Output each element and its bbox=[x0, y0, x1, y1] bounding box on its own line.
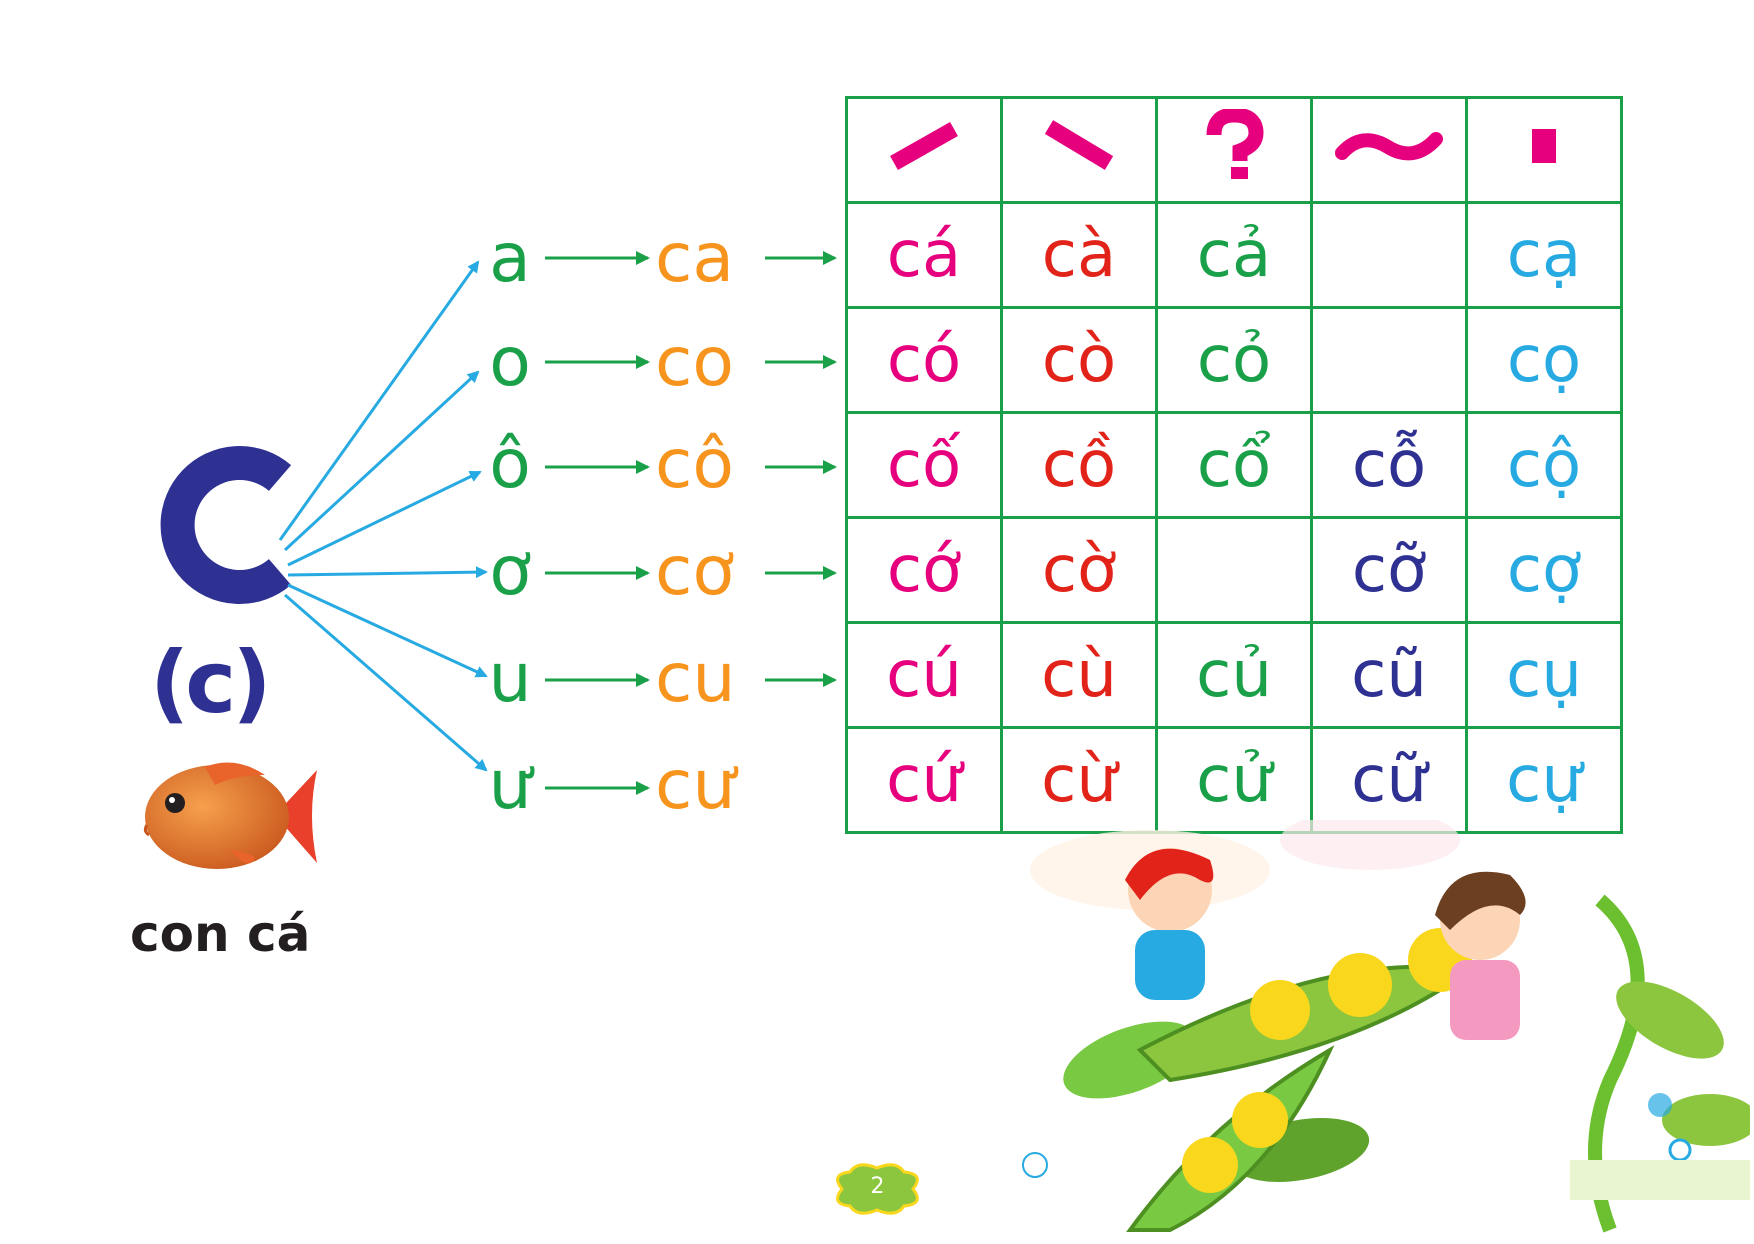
fish-icon bbox=[135, 755, 320, 875]
page-number: 2 bbox=[870, 1174, 885, 1199]
blue-arrow-u bbox=[287, 583, 488, 678]
cell-cơ-huyen: cờ bbox=[1000, 516, 1158, 624]
cell-co-huyen: cò bbox=[1000, 306, 1158, 414]
cell-co-sac: có bbox=[845, 306, 1003, 414]
blue-arrow-o bbox=[283, 370, 480, 552]
huyền-mark-icon bbox=[1044, 119, 1114, 170]
cell-cu-sac: cú bbox=[845, 621, 1003, 729]
blue-arrow-ư bbox=[284, 593, 488, 772]
header-ngã bbox=[1310, 96, 1468, 204]
vowel-a: a bbox=[489, 219, 531, 298]
kids-pea-pod-illustration bbox=[1010, 810, 1754, 1240]
syllable-cu: cu bbox=[655, 639, 736, 718]
hỏi-mark-icon bbox=[1206, 106, 1264, 179]
syllable-cư: cư bbox=[655, 746, 736, 825]
blue-arrow-ô bbox=[287, 470, 482, 567]
cell-cư-sac: cứ bbox=[845, 726, 1003, 834]
vowel-ô: ô bbox=[489, 425, 531, 504]
cell-cô-hoi: cổ bbox=[1155, 411, 1313, 519]
vowel-u: u bbox=[488, 639, 532, 718]
vowel-o: o bbox=[489, 323, 531, 402]
big-letter-c bbox=[150, 430, 300, 620]
cell-cu-nga: cũ bbox=[1310, 621, 1468, 729]
cell-cơ-nga: cỡ bbox=[1310, 516, 1468, 624]
cell-cô-nang: cộ bbox=[1465, 411, 1623, 519]
cell-cu-hoi: củ bbox=[1155, 621, 1313, 729]
cell-cu-huyen: cù bbox=[1000, 621, 1158, 729]
cell-cư-nang: cự bbox=[1465, 726, 1623, 834]
page-number-badge: 2 bbox=[830, 1160, 925, 1218]
tone-row-a: cá cà cả cạ bbox=[845, 201, 1623, 309]
cell-cư-huyen: cừ bbox=[1000, 726, 1158, 834]
cell-ca-hoi: cả bbox=[1155, 201, 1313, 309]
cell-ca-nang: cạ bbox=[1465, 201, 1623, 309]
nặng-mark-icon bbox=[1532, 129, 1556, 163]
cell-cu-nang: cụ bbox=[1465, 621, 1623, 729]
vowel-ư: ư bbox=[488, 746, 532, 825]
tone-row-ô: cố cồ cổ cỗ cộ bbox=[845, 411, 1623, 519]
syllable-co: co bbox=[655, 323, 734, 402]
cell-co-nang: cọ bbox=[1465, 306, 1623, 414]
cell-co-hoi: cỏ bbox=[1155, 306, 1313, 414]
tone-row-o: có cò cỏ cọ bbox=[845, 306, 1623, 414]
cell-cô-nga: cỗ bbox=[1310, 411, 1468, 519]
cell-cơ-sac: cớ bbox=[845, 516, 1003, 624]
syllable-cơ: cơ bbox=[655, 532, 734, 611]
tone-table: cá cà cả cạ có cò cỏ cọ cố cồ cổ cỗ cộ c… bbox=[845, 96, 1623, 834]
tone-row-u: cú cù củ cũ cụ bbox=[845, 621, 1623, 729]
cell-cư-hoi: cử bbox=[1155, 726, 1313, 834]
cell-ca-sac: cá bbox=[845, 201, 1003, 309]
cell-cơ-hoi bbox=[1155, 516, 1313, 624]
header-nặng bbox=[1465, 96, 1623, 204]
tone-header-row bbox=[845, 96, 1623, 204]
cell-cơ-nang: cợ bbox=[1465, 516, 1623, 624]
header-sắc bbox=[845, 96, 1003, 204]
tone-row-ư: cứ cừ cử cữ cự bbox=[845, 726, 1623, 834]
cell-co-nga bbox=[1310, 306, 1468, 414]
caption-word: con cá bbox=[130, 905, 311, 963]
ngã-mark-icon bbox=[1335, 132, 1443, 161]
tone-row-ơ: cớ cờ cỡ cợ bbox=[845, 516, 1623, 624]
header-hỏi bbox=[1155, 96, 1313, 204]
cell-ca-nga bbox=[1310, 201, 1468, 309]
header-huyền bbox=[1000, 96, 1158, 204]
cell-cư-nga: cữ bbox=[1310, 726, 1468, 834]
flower-badge-icon bbox=[836, 1163, 919, 1215]
syllable-ca: ca bbox=[655, 219, 735, 298]
sắc-mark-icon bbox=[890, 121, 958, 170]
blue-arrow-a bbox=[278, 260, 480, 541]
blue-arrow-ơ bbox=[287, 566, 488, 579]
syllable-cô: cô bbox=[655, 425, 734, 504]
vowel-ơ: ơ bbox=[489, 532, 531, 611]
cell-cô-sac: cố bbox=[845, 411, 1003, 519]
cell-ca-huyen: cà bbox=[1000, 201, 1158, 309]
small-letter-c: (c) bbox=[150, 633, 272, 733]
cell-cô-huyen: cồ bbox=[1000, 411, 1158, 519]
fan-arrows bbox=[278, 251, 837, 795]
